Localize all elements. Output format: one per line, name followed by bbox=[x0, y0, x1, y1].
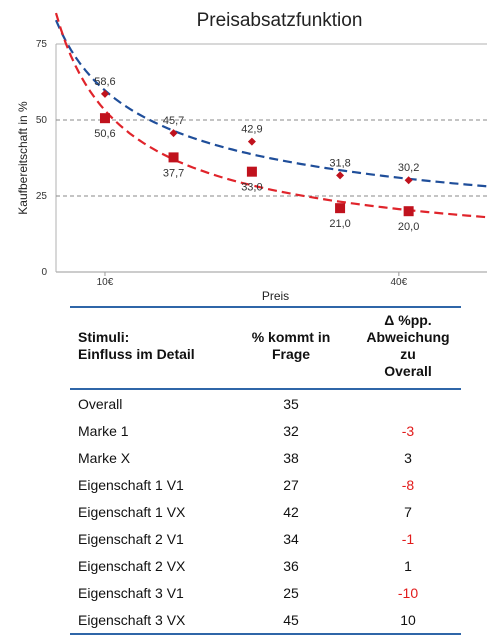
row-delta: -10 bbox=[397, 584, 419, 601]
table-header-row: Stimuli: Einfluss im Detail % kommt in Fra… bbox=[70, 307, 461, 390]
row-name: Eigenschaft 1 VX bbox=[78, 503, 186, 520]
y-tick-label: 25 bbox=[36, 191, 48, 202]
row-name: Eigenschaft 3 VX bbox=[78, 611, 186, 628]
row-name: Eigenschaft 2 VX bbox=[78, 557, 186, 574]
stimuli-table-container: Stimuli: Einfluss im Detail % kommt in Fra… bbox=[70, 306, 461, 635]
table-body: Overall 35 Marke 1 32 -3 Marke X 38 3 Eigenschaf… bbox=[70, 389, 461, 634]
row-percent: 42 bbox=[283, 503, 299, 520]
diamond-marker bbox=[247, 137, 256, 146]
diamond-marker bbox=[336, 171, 345, 180]
header-stimuli: Stimuli: Einfluss im Detail bbox=[70, 307, 227, 390]
square-marker bbox=[246, 166, 257, 177]
table-row: Eigenschaft 3 V1 25 -10 bbox=[70, 579, 461, 606]
row-delta: -8 bbox=[401, 476, 415, 493]
row-percent: 34 bbox=[283, 530, 299, 547]
y-tick-label: 0 bbox=[41, 267, 47, 278]
row-name: Eigenschaft 2 V1 bbox=[78, 530, 184, 547]
diamond-marker bbox=[100, 89, 109, 98]
data-label-square: 20,0 bbox=[398, 221, 419, 233]
square-marker bbox=[99, 113, 110, 124]
data-label-square: 33,0 bbox=[241, 182, 262, 194]
row-delta: -3 bbox=[401, 422, 415, 439]
x-tick-label: 40€ bbox=[390, 277, 407, 288]
row-delta: -1 bbox=[401, 530, 415, 547]
row-percent: 38 bbox=[283, 449, 299, 466]
row-percent: 45 bbox=[283, 611, 299, 628]
data-label-diamond: 42,9 bbox=[241, 124, 262, 136]
trend-line-series-1 bbox=[54, 19, 488, 188]
data-label-diamond: 30,2 bbox=[398, 162, 419, 174]
data-label-square: 50,6 bbox=[94, 128, 115, 140]
y-tick-label: 50 bbox=[36, 115, 48, 126]
stimuli-table: Stimuli: Einfluss im Detail % kommt in Fra… bbox=[70, 306, 461, 635]
row-percent: 32 bbox=[283, 422, 299, 439]
table-row: Eigenschaft 2 VX 36 1 bbox=[70, 552, 461, 579]
row-name: Marke 1 bbox=[78, 422, 129, 439]
table-row: Eigenschaft 1 VX 42 7 bbox=[70, 498, 461, 525]
row-percent: 36 bbox=[283, 557, 299, 574]
diamond-marker bbox=[404, 176, 413, 185]
row-name: Eigenschaft 3 V1 bbox=[78, 584, 184, 601]
square-marker bbox=[168, 152, 179, 163]
row-name: Overall bbox=[78, 395, 123, 412]
row-delta: 10 bbox=[400, 611, 416, 628]
row-percent: 27 bbox=[283, 476, 299, 493]
header-percent: % kommt in Frage bbox=[227, 307, 355, 390]
row-delta: 7 bbox=[404, 503, 412, 520]
y-axis-title: Kaufbereitschaft in % bbox=[16, 101, 30, 215]
data-label-square: 21,0 bbox=[329, 218, 350, 230]
data-label-square: 37,7 bbox=[163, 167, 184, 179]
data-label-diamond: 58,6 bbox=[94, 76, 115, 88]
x-tick-label: 10€ bbox=[97, 277, 114, 288]
square-marker bbox=[335, 203, 346, 214]
table-row: Overall 35 bbox=[70, 389, 461, 417]
table-row: Marke 1 32 -3 bbox=[70, 417, 461, 444]
table-row: Eigenschaft 3 VX 45 10 bbox=[70, 606, 461, 634]
x-axis-title: Preis bbox=[262, 289, 289, 303]
price-demand-chart: Preisabsatzfunktion 0 25 50 75 10€ 40€ Preis Kau… bbox=[16, 10, 488, 303]
table-row: Eigenschaft 2 V1 34 -1 bbox=[70, 525, 461, 552]
row-name: Marke X bbox=[78, 449, 131, 466]
square-marker bbox=[403, 206, 414, 217]
table-row: Eigenschaft 1 V1 27 -8 bbox=[70, 471, 461, 498]
row-delta bbox=[355, 389, 461, 417]
row-percent: 35 bbox=[283, 395, 299, 412]
row-percent: 25 bbox=[283, 584, 299, 601]
y-tick-label: 75 bbox=[36, 39, 48, 50]
data-label-diamond: 31,8 bbox=[329, 157, 350, 169]
chart-title: Preisabsatzfunktion bbox=[197, 10, 363, 31]
table-row: Marke X 38 3 bbox=[70, 444, 461, 471]
header-delta: Δ %pp. Abweichung zu Overall bbox=[355, 307, 461, 390]
row-delta: 3 bbox=[404, 449, 412, 466]
data-label-diamond: 45,7 bbox=[163, 115, 184, 127]
trend-line-series-2 bbox=[54, 12, 488, 219]
row-name: Eigenschaft 1 V1 bbox=[78, 476, 184, 493]
row-delta: 1 bbox=[404, 557, 412, 574]
diamond-marker bbox=[169, 129, 178, 138]
